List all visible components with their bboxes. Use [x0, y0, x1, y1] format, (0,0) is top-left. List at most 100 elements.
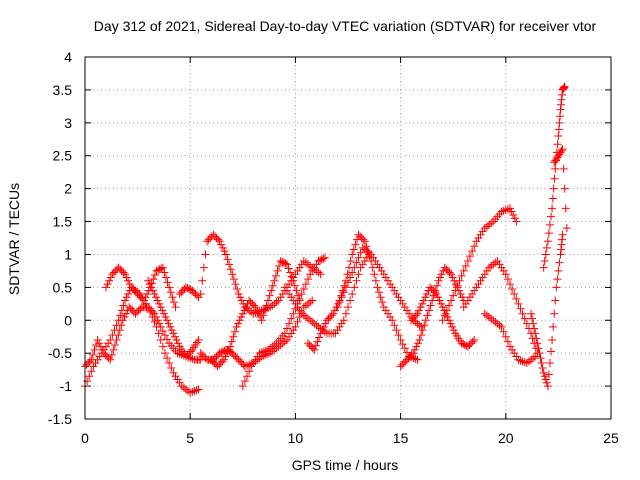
data-point [420, 321, 429, 330]
data-point [383, 276, 392, 285]
series-sat-09 [238, 253, 329, 391]
data-point [484, 263, 493, 272]
data-point [194, 293, 203, 302]
data-point [90, 345, 99, 354]
data-point [289, 309, 298, 318]
data-point [308, 266, 317, 275]
y-tick-label: 3 [64, 115, 72, 131]
data-point [308, 296, 317, 305]
data-point [376, 293, 385, 302]
data-point [560, 184, 569, 193]
data-point [461, 299, 470, 308]
data-point [260, 306, 269, 315]
data-point [96, 342, 105, 351]
data-point [163, 354, 172, 363]
data-point [165, 283, 174, 292]
data-point [156, 303, 165, 312]
y-tick-label: 1.5 [53, 214, 73, 230]
data-point [301, 312, 310, 321]
data-point [301, 258, 310, 267]
data-point [468, 289, 477, 298]
series-sat-14 [407, 283, 479, 351]
x-tick-label: 15 [393, 430, 409, 446]
data-point [371, 276, 380, 285]
data-point [432, 289, 441, 298]
series-sat-19 [539, 82, 569, 272]
data-point [373, 260, 382, 269]
data-point [226, 342, 235, 351]
data-point [428, 296, 437, 305]
data-point [304, 275, 313, 284]
data-point [314, 268, 323, 277]
data-point [441, 309, 450, 318]
data-point [259, 305, 268, 314]
data-point [289, 276, 298, 285]
x-tick-label: 20 [498, 430, 514, 446]
data-point [381, 273, 390, 282]
data-point [478, 227, 487, 236]
data-point [556, 105, 565, 114]
data-point [499, 206, 508, 215]
data-point [350, 283, 359, 292]
data-point [371, 257, 380, 266]
data-point [474, 280, 483, 289]
data-point [402, 306, 411, 315]
data-point [270, 299, 279, 308]
data-point [480, 309, 489, 318]
data-point [310, 319, 319, 328]
data-point [91, 359, 100, 368]
data-point [247, 362, 256, 371]
data-point [102, 283, 111, 292]
data-point [440, 311, 449, 320]
data-point [169, 329, 178, 338]
data-point [240, 306, 249, 315]
data-point [320, 253, 329, 262]
data-point [295, 306, 304, 315]
data-point [438, 303, 447, 312]
data-point [255, 349, 264, 358]
data-point [346, 257, 355, 266]
data-point [83, 377, 92, 386]
data-point [540, 372, 549, 381]
data-point [148, 286, 157, 295]
data-point [383, 309, 392, 318]
data-point [218, 357, 227, 366]
series-sat-02 [102, 263, 180, 312]
data-point [168, 293, 177, 302]
data-point [501, 206, 510, 215]
data-point [186, 388, 195, 397]
data-point [493, 257, 502, 266]
data-point [547, 347, 556, 356]
data-point [238, 382, 247, 391]
data-point [173, 349, 182, 358]
data-point [458, 293, 467, 302]
data-point [160, 331, 169, 340]
data-point [550, 174, 559, 183]
data-point [249, 359, 258, 368]
data-point [434, 276, 443, 285]
data-point [158, 326, 167, 335]
data-point [442, 306, 451, 315]
data-point [448, 273, 457, 282]
data-point [516, 356, 525, 365]
data-point [554, 131, 563, 140]
data-point [285, 280, 294, 289]
data-point [174, 339, 183, 348]
data-point [321, 319, 330, 328]
data-point [437, 270, 446, 279]
data-point [238, 309, 247, 318]
data-point [548, 204, 557, 213]
data-point [447, 296, 456, 305]
data-point [119, 301, 128, 310]
data-point [196, 289, 205, 298]
data-point [447, 270, 456, 279]
data-point [510, 214, 519, 223]
data-point [555, 258, 564, 267]
data-point [402, 348, 411, 357]
data-point [293, 317, 302, 326]
data-point [169, 368, 178, 377]
data-point [476, 230, 485, 239]
data-point [287, 293, 296, 302]
data-point [106, 273, 115, 282]
series-sat-17 [480, 309, 540, 368]
